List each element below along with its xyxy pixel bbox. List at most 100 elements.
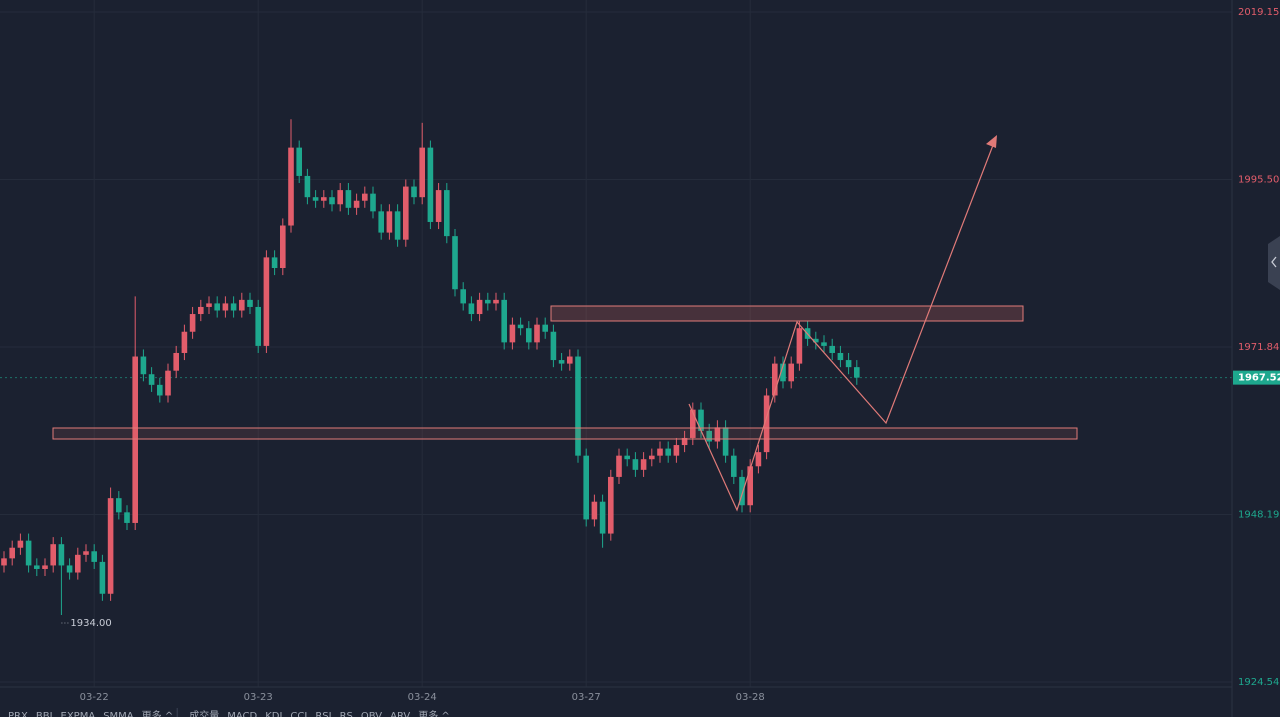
candle-body	[649, 455, 655, 460]
last-price-label: 1967.52	[1238, 373, 1280, 384]
candle-body	[34, 565, 40, 569]
low-label: 1934.00	[70, 618, 111, 629]
candle-body	[42, 565, 48, 569]
candle-body	[263, 257, 270, 346]
candle-body	[132, 356, 138, 523]
candle-body	[17, 540, 24, 548]
candle-body	[304, 175, 311, 198]
candle-body	[821, 342, 827, 346]
toolbar-item[interactable]: PRX	[8, 711, 28, 717]
candle-body	[148, 374, 155, 385]
candle-body	[657, 448, 663, 456]
toolbar-item[interactable]: EXPMA	[61, 711, 96, 717]
resistance-zone	[550, 305, 1024, 322]
candle-body	[435, 190, 442, 222]
candle-body	[66, 565, 73, 573]
candle-body	[476, 299, 483, 315]
candle-body	[780, 363, 786, 382]
candle-body	[739, 476, 745, 506]
toolbar-item[interactable]: 更多 ^	[142, 709, 174, 717]
candle-body	[526, 328, 532, 343]
toolbar-item[interactable]: MACD	[227, 711, 257, 717]
drawings	[52, 135, 1078, 512]
candle-body	[75, 554, 81, 573]
candle-body	[681, 437, 688, 446]
toolbar-item[interactable]: RSI	[315, 711, 331, 717]
candle-body	[419, 147, 425, 198]
candle-body	[722, 427, 729, 456]
candle-body	[50, 544, 56, 566]
candle-body	[83, 551, 89, 555]
y-tick-label: 1924.54	[1238, 677, 1279, 688]
toolbar-item[interactable]: BBI	[36, 711, 53, 717]
candle-body	[550, 331, 557, 361]
candle-body	[640, 459, 647, 470]
candle-body	[501, 299, 507, 343]
y-tick-label: 2019.15	[1238, 7, 1279, 18]
candle-body	[706, 430, 712, 442]
candle-body	[731, 455, 737, 477]
candle-body	[91, 551, 97, 562]
toolbar-item[interactable]: ARV	[390, 711, 410, 717]
candle-body	[575, 356, 581, 456]
candle-body	[378, 211, 384, 233]
candle-body	[394, 211, 401, 240]
toolbar-item[interactable]: SMMA	[103, 711, 134, 717]
candle-body	[755, 452, 762, 467]
candle-body	[485, 299, 491, 304]
candle-body	[854, 367, 860, 378]
candle-body	[542, 324, 548, 332]
candle-body	[763, 395, 770, 453]
candle-body	[345, 190, 352, 208]
candle-body	[468, 303, 475, 315]
candle-body	[427, 147, 434, 222]
arrow-head	[986, 135, 997, 148]
candle-body	[452, 236, 458, 290]
candle-body	[239, 299, 245, 311]
candle-body	[673, 445, 680, 456]
candle-body	[9, 547, 15, 559]
x-tick-label: 03-27	[572, 692, 601, 703]
toolbar-item[interactable]: 更多 ^	[418, 709, 450, 717]
candle-body	[698, 409, 704, 431]
candle-body	[181, 331, 188, 353]
candle-body	[444, 190, 450, 237]
candle-body	[583, 455, 589, 520]
candle-body	[772, 363, 778, 396]
toolbar-item[interactable]: 成交量	[189, 709, 219, 717]
toolbar: PRX BBI EXPMA SMMA 更多 ^ 成交量 MACD KDJ CCI RSI RS OBV…	[8, 708, 450, 717]
candle-body	[690, 409, 696, 438]
candle-body	[165, 370, 171, 396]
candle-body	[517, 324, 524, 329]
candle-body	[353, 200, 360, 208]
toolbar-item[interactable]: OBV	[361, 711, 382, 717]
toolbar-item[interactable]: CCI	[290, 711, 307, 717]
grid	[0, 0, 1232, 687]
candle-body	[403, 186, 409, 240]
x-tick-label: 03-28	[736, 692, 765, 703]
candle-body	[591, 501, 598, 520]
candle-body	[288, 147, 294, 226]
candle-body	[665, 448, 671, 456]
candle-body	[370, 193, 376, 212]
side-tab[interactable]	[1268, 236, 1280, 290]
candle-body	[296, 147, 302, 176]
y-tick-label: 1971.84	[1238, 342, 1279, 353]
axis: 2019.15 1995.50 1971.84 1948.19 1924.54 03-22…	[80, 7, 1280, 703]
candle-body	[411, 186, 417, 198]
candle-body	[624, 455, 630, 460]
support-zone	[52, 427, 1078, 440]
candle-body	[460, 289, 466, 304]
candle-body	[362, 193, 368, 201]
candle-body	[329, 197, 335, 205]
toolbar-item[interactable]: KDJ	[265, 711, 282, 717]
candle-body	[608, 476, 614, 534]
candle-body	[58, 544, 65, 566]
candle-body	[829, 345, 835, 353]
y-tick-label: 1948.19	[1238, 510, 1279, 521]
candle-body	[247, 299, 253, 307]
candle-body	[567, 356, 573, 364]
toolbar-item[interactable]: RS	[340, 711, 353, 717]
candle-body	[312, 197, 319, 201]
